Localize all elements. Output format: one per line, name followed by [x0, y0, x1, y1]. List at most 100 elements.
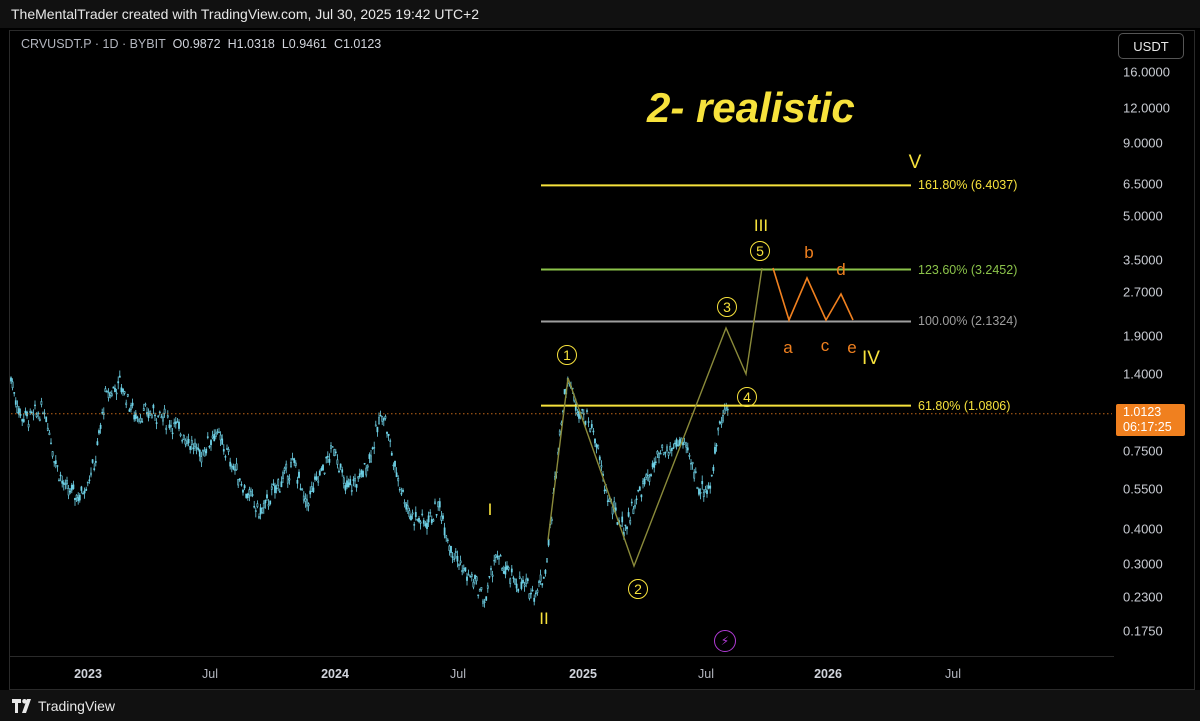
candle-body: [418, 517, 420, 522]
candle-body: [19, 414, 22, 416]
candle-body: [707, 485, 710, 489]
candle-body: [294, 462, 297, 466]
candle-body: [442, 515, 444, 519]
candle-body: [131, 402, 134, 406]
candle-body: [96, 441, 99, 446]
candle-body: [78, 494, 81, 501]
candle-body: [451, 556, 454, 558]
candle-body: [242, 489, 244, 493]
candle-body: [222, 449, 225, 452]
candle-body: [158, 411, 161, 414]
candle-body: [246, 493, 249, 499]
candle-body: [286, 476, 289, 484]
candle-body: [546, 558, 548, 563]
candle-body: [464, 567, 467, 572]
candle-body: [98, 430, 100, 434]
candle-body: [355, 484, 358, 488]
candle-body: [531, 589, 534, 592]
candle-body: [443, 527, 446, 536]
candle-body: [600, 465, 603, 468]
candle-body: [515, 583, 518, 589]
candle-body: [520, 581, 523, 589]
candle-body: [309, 490, 312, 495]
candle-body: [75, 494, 78, 499]
candle-body: [667, 452, 670, 456]
wave-label: b: [804, 243, 814, 262]
candle-body: [683, 441, 686, 445]
top-bar: TheMentalTrader created with TradingView…: [0, 0, 1200, 28]
candle-body: [208, 445, 211, 448]
price-axis[interactable]: 16.0000 12.0000 9.0000 6.5000 5.0000 3.5000 2.…: [1113, 62, 1193, 656]
wave-circle-label: 3: [717, 297, 737, 317]
candle-body: [94, 461, 97, 463]
candle-body: [458, 563, 460, 566]
candle-body: [397, 478, 400, 482]
currency-button[interactable]: USDT: [1118, 33, 1184, 59]
candle-body: [179, 433, 182, 437]
candle-body: [483, 601, 486, 603]
time-axis[interactable]: 2023 Jul 2024 Jul 2025 Jul 2026 Jul: [10, 656, 1114, 691]
candle-body: [259, 507, 262, 515]
candle-body: [24, 410, 27, 414]
fib-label: 161.80% (6.4037): [918, 178, 1018, 193]
candle-body: [37, 412, 40, 415]
candle-body: [275, 487, 278, 490]
candle-body: [467, 574, 470, 576]
candle-body: [349, 479, 352, 485]
candle-body: [195, 447, 198, 449]
wave-label: IV: [862, 348, 880, 369]
candle-body: [243, 485, 246, 489]
candle-body: [400, 492, 403, 495]
candle-body: [91, 459, 94, 463]
candle-body: [586, 410, 588, 412]
candle-body: [368, 454, 371, 459]
candle-body: [387, 433, 390, 436]
candle-body: [597, 444, 600, 449]
time-tick: Jul: [698, 667, 714, 681]
price-tick: 0.3000: [1123, 556, 1163, 572]
time-tick: Jul: [945, 667, 961, 681]
candle-body: [653, 462, 656, 468]
candle-body: [174, 421, 177, 425]
candle-body: [160, 416, 163, 419]
candle-body: [144, 403, 147, 406]
price-tick: 16.0000: [1123, 64, 1170, 80]
candle-body: [542, 577, 545, 579]
candle-body: [32, 413, 35, 416]
candle-body: [376, 426, 379, 433]
wave-circle-label: 5: [750, 241, 770, 261]
lightning-icon[interactable]: ⚡: [714, 630, 736, 652]
candle-body: [192, 447, 195, 449]
candle-body: [637, 489, 640, 492]
candle-body: [318, 470, 321, 476]
candle-body: [325, 456, 328, 459]
candle-body: [624, 524, 627, 527]
candle-body: [306, 499, 308, 507]
open-label: O: [172, 37, 183, 51]
chart-frame[interactable]: [9, 30, 1195, 690]
candle-body: [322, 464, 324, 471]
candle-body: [366, 465, 369, 468]
candle-body: [190, 439, 193, 445]
candle-body: [314, 476, 316, 480]
candle-body: [221, 438, 224, 445]
candle-body: [429, 512, 432, 514]
candle-body: [472, 581, 475, 588]
candle-body: [598, 456, 601, 461]
price-tick: 1.4000: [1123, 366, 1163, 382]
candle-body: [688, 454, 691, 457]
candle-body: [126, 394, 129, 397]
candle-body: [344, 485, 347, 491]
candle-body: [202, 449, 204, 452]
candle-body: [27, 423, 30, 428]
candle-body: [214, 432, 217, 437]
candle-body: [14, 400, 17, 405]
candle-body: [138, 418, 140, 422]
fib-label: 100.00% (2.1324): [918, 314, 1018, 329]
candle-body: [114, 388, 116, 393]
candle-body: [426, 522, 428, 529]
candle-body: [445, 535, 448, 539]
wave-label: III: [753, 216, 769, 235]
candle-body: [629, 520, 632, 524]
candle-body: [504, 566, 507, 575]
